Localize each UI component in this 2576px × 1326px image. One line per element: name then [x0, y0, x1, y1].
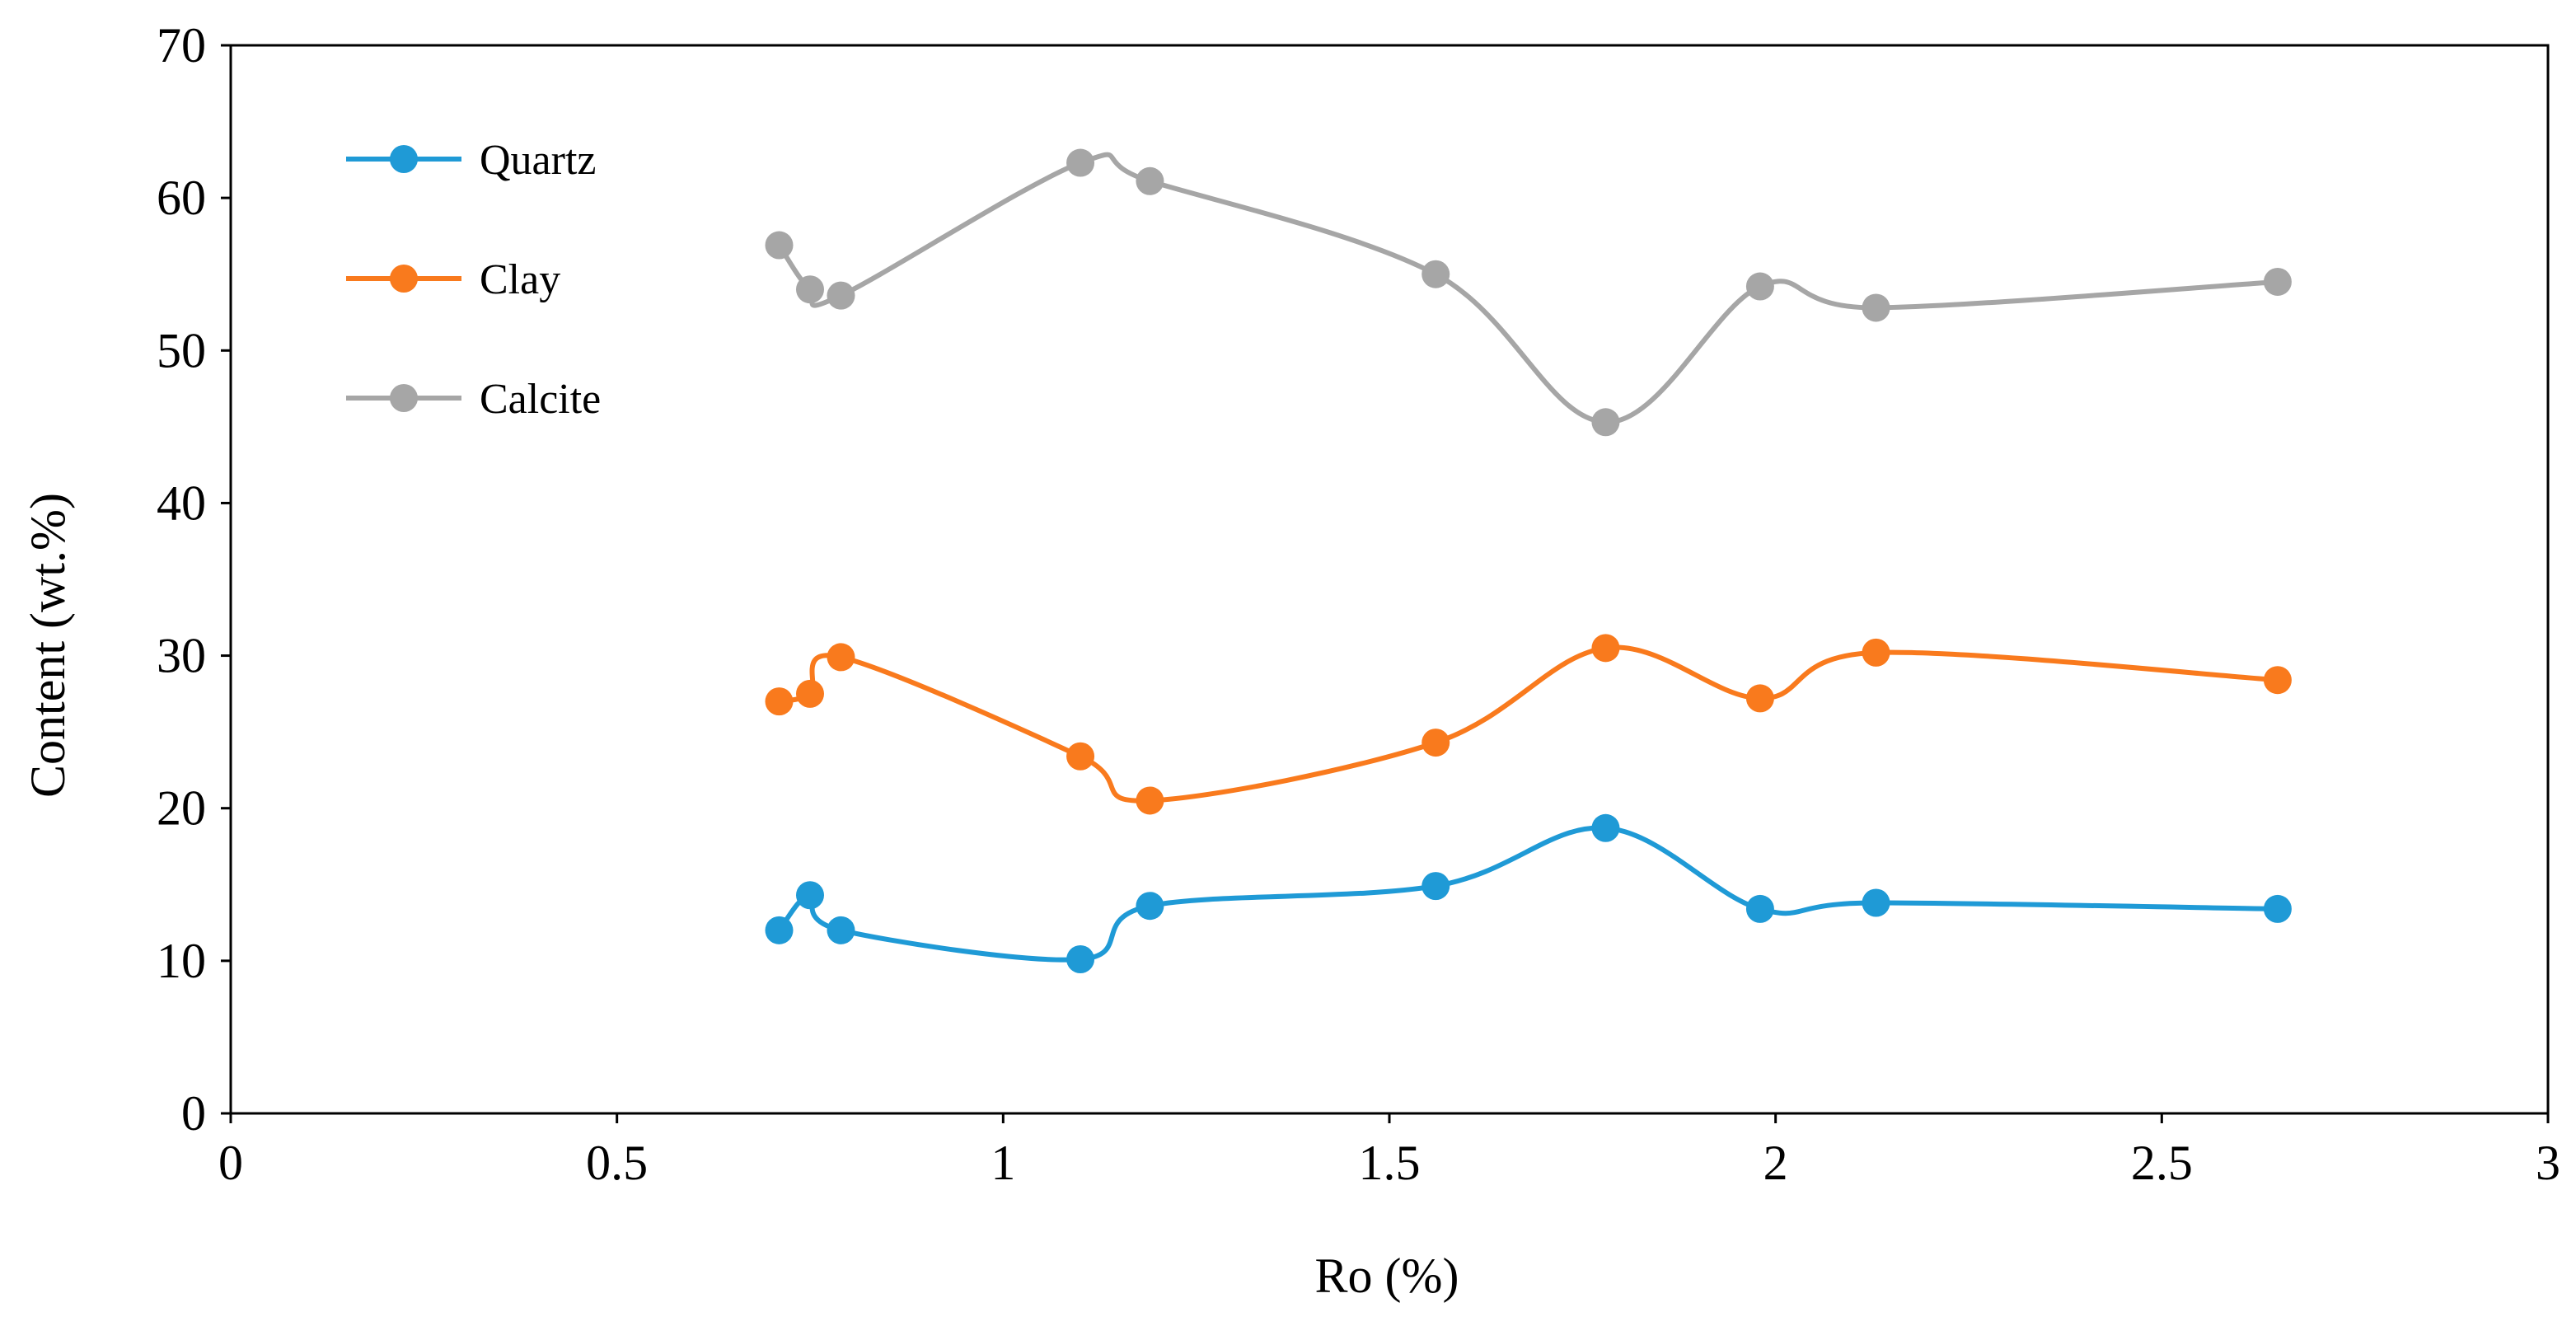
x-axis: 0 0.5 1 1.5 2 2.5 3 — [218, 1113, 2560, 1190]
y-tick-label: 70 — [157, 18, 206, 73]
legend-marker-calcite — [390, 384, 418, 412]
legend-label-quartz: Quartz — [480, 137, 596, 184]
legend-item-quartz: Quartz — [346, 137, 596, 184]
series-line-calcite — [776, 152, 2280, 425]
data-point-quartz — [1136, 892, 1164, 921]
data-point-quartz — [1862, 888, 1890, 917]
data-point-quartz — [1591, 813, 1620, 842]
series-quartz — [765, 813, 2292, 974]
y-axis: 0 10 20 30 40 50 60 70 — [157, 18, 231, 1141]
y-axis-title: Content (wt.%) — [21, 493, 75, 798]
x-tick-label: 0 — [218, 1136, 243, 1190]
x-tick-label: 2.5 — [2131, 1136, 2193, 1190]
data-point-clay — [1136, 786, 1164, 815]
x-axis-title: Ro (%) — [1315, 1249, 1459, 1303]
data-point-calcite — [1066, 148, 1095, 177]
data-point-quartz — [765, 916, 794, 944]
data-point-clay — [1862, 638, 1890, 667]
data-point-calcite — [1745, 272, 1774, 301]
y-tick-label: 50 — [157, 323, 206, 377]
plot-frame — [229, 44, 2550, 1115]
legend: Quartz Clay Calcite — [346, 137, 601, 423]
data-point-clay — [796, 679, 824, 708]
data-point-calcite — [1136, 166, 1164, 195]
x-tick-label: 0.5 — [586, 1136, 648, 1190]
series-calcite — [765, 148, 2292, 437]
y-tick-label: 60 — [157, 171, 206, 225]
y-tick-label: 0 — [181, 1086, 206, 1141]
x-tick-label: 1.5 — [1359, 1136, 1421, 1190]
data-point-clay — [827, 643, 855, 672]
x-tick-label: 2 — [1763, 1136, 1788, 1190]
series-line-clay — [776, 644, 2280, 804]
data-point-clay — [765, 687, 794, 716]
data-point-quartz — [2263, 894, 2292, 923]
data-point-calcite — [765, 231, 794, 260]
data-point-quartz — [796, 881, 824, 910]
data-point-clay — [1745, 684, 1774, 713]
data-point-calcite — [1421, 260, 1450, 288]
data-point-calcite — [1862, 293, 1890, 322]
y-tick-label: 10 — [157, 934, 206, 988]
x-tick-label: 3 — [2536, 1136, 2560, 1190]
legend-marker-clay — [390, 265, 418, 293]
data-point-clay — [1421, 729, 1450, 757]
y-tick-label: 40 — [157, 476, 206, 530]
data-point-quartz — [827, 916, 855, 944]
legend-label-clay: Clay — [480, 256, 560, 303]
y-tick-label: 20 — [157, 781, 206, 836]
data-point-quartz — [1745, 894, 1774, 923]
data-point-calcite — [827, 281, 855, 310]
data-point-clay — [1066, 742, 1095, 771]
legend-item-clay: Clay — [346, 256, 560, 303]
data-point-calcite — [1591, 408, 1620, 437]
data-point-calcite — [2263, 267, 2292, 296]
data-point-clay — [1591, 634, 1620, 663]
y-tick-label: 30 — [157, 629, 206, 683]
series-clay — [765, 634, 2292, 815]
data-point-quartz — [1421, 872, 1450, 901]
legend-marker-quartz — [390, 145, 418, 173]
data-point-clay — [2263, 666, 2292, 695]
data-point-calcite — [796, 275, 824, 304]
x-tick-label: 1 — [991, 1136, 1015, 1190]
data-point-quartz — [1066, 945, 1095, 974]
series-line-quartz — [776, 825, 2280, 963]
legend-item-calcite: Calcite — [346, 376, 601, 423]
series-layer — [765, 148, 2292, 974]
legend-label-calcite: Calcite — [480, 376, 601, 423]
